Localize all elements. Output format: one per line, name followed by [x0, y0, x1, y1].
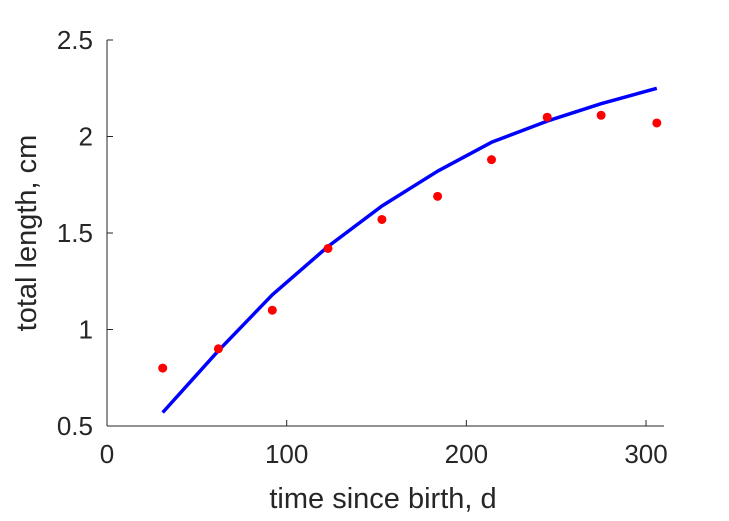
y-tick-label: 1.5: [57, 218, 93, 248]
data-point: [213, 344, 223, 354]
data-point: [158, 363, 168, 373]
y-tick-label: 2: [79, 122, 93, 152]
data-point: [652, 118, 662, 128]
plot-area: [158, 86, 662, 414]
y-tick-label: 2.5: [57, 25, 93, 55]
y-tick-label: 0.5: [57, 411, 93, 441]
x-tick-label: 200: [445, 439, 488, 469]
data-point: [323, 243, 333, 253]
data-point: [433, 191, 443, 201]
ticks: 0 100 200 300 0.5 1 1.5 2 2.5: [57, 25, 668, 469]
data-point: [377, 214, 387, 224]
axes: [106, 40, 664, 427]
fit-curve: [161, 86, 658, 414]
x-tick-label: 100: [265, 439, 308, 469]
y-axis-label: total length, cm: [11, 135, 43, 332]
data-point: [542, 112, 552, 122]
x-axis-label: time since birth, d: [269, 483, 496, 515]
y-tick-label: 1: [79, 315, 93, 345]
x-tick-label: 300: [624, 439, 667, 469]
data-point: [487, 155, 497, 165]
data-point: [267, 305, 277, 315]
x-tick-label: 0: [100, 439, 114, 469]
data-point: [596, 110, 606, 120]
